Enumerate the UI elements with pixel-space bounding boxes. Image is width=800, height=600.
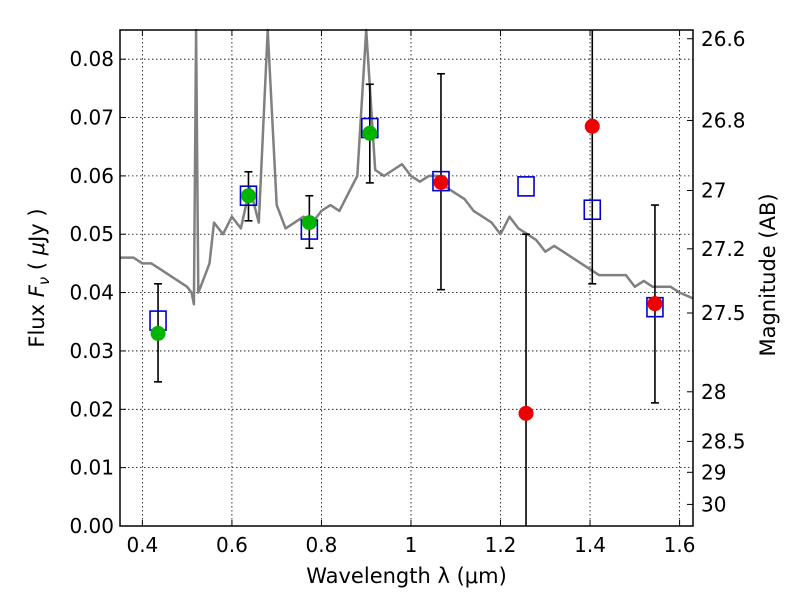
right-tick-label: 26.6 [701, 27, 746, 51]
plot-frame [119, 29, 694, 527]
y-axis-label-prefix: Flux [25, 297, 49, 347]
markers [149, 117, 664, 421]
y-axis-label-mu: μ [25, 242, 49, 256]
y-tick-label: 0.07 [69, 106, 114, 130]
right-tick-label: 28.5 [701, 429, 746, 453]
right-axis-label: Magnitude (AB) [756, 193, 780, 356]
right-tick-label: 27.2 [701, 237, 746, 261]
detection-point [150, 325, 166, 341]
y-axis-label-symbol: F [25, 284, 49, 297]
y-tick-label: 0.04 [69, 281, 114, 305]
grid [120, 30, 693, 527]
model-flux-square [432, 170, 450, 192]
y-tick-label: 0.05 [69, 222, 114, 246]
y-tick-label: 0.06 [69, 164, 114, 188]
x-tick-label: 1.6 [664, 533, 696, 557]
right-tick-label: 28 [701, 380, 726, 404]
y-axis-label-open: ( [25, 255, 49, 277]
x-tick-label: 1 [405, 533, 418, 557]
model-spectrum-line [120, 28, 694, 306]
right-tick-label: 27.5 [701, 301, 746, 325]
ticks: 0.4 0.6 0.8 1 1.2 1.4 1.6 0.00 0.01 0.02 0.03 0.04 0… [69, 27, 745, 557]
right-tick-label: 27 [701, 178, 726, 202]
x-tick-label: 1.2 [485, 533, 517, 557]
y-axis-label: Flux Fν ( μJy ) [25, 208, 53, 347]
error-bars [154, 30, 659, 526]
nondetection-point [518, 405, 534, 421]
y-tick-label: 0.01 [69, 456, 114, 480]
nondetection-point [433, 174, 449, 190]
y-tick-label: 0.00 [69, 514, 114, 538]
model-spectrum [120, 28, 694, 306]
x-tick-label: 0.4 [126, 533, 158, 557]
model-flux-square [517, 176, 535, 197]
nondetection-point [584, 118, 600, 134]
y-tick-label: 0.03 [69, 339, 114, 363]
right-tick-label: 29 [701, 460, 726, 484]
y-axis-label-subscript: ν [35, 277, 53, 285]
nondetection-point [647, 296, 663, 312]
y-tick-label: 0.02 [69, 397, 114, 421]
right-tick-label: 30 [701, 492, 726, 516]
x-tick-label: 1.4 [574, 533, 606, 557]
right-tick-label: 26.8 [701, 108, 746, 132]
detection-point [301, 215, 317, 231]
x-tick-label: 0.8 [306, 533, 338, 557]
model-flux-square [583, 199, 602, 221]
y-axis-label-unit: Jy ) [25, 208, 49, 244]
y-tick-label: 0.08 [69, 47, 114, 71]
model-flux-square [239, 185, 258, 207]
x-tick-label: 0.6 [216, 533, 248, 557]
x-axis-label: Wavelength λ (μm) [306, 564, 507, 588]
detection-point [362, 125, 378, 141]
detection-point [240, 188, 256, 204]
